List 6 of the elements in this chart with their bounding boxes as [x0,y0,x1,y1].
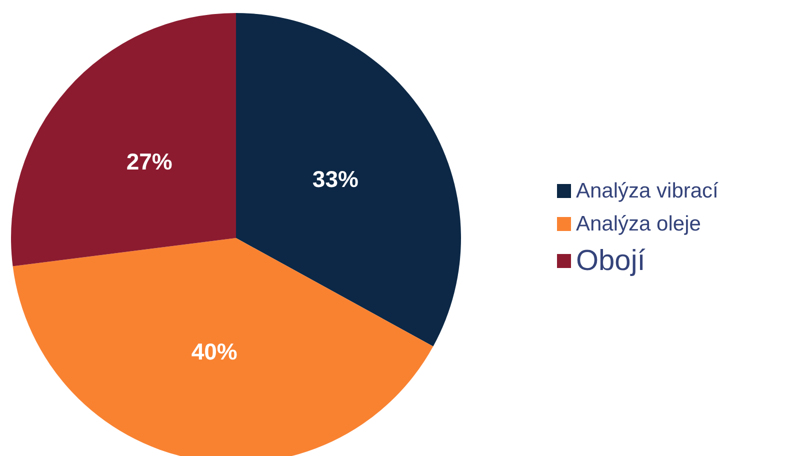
legend-label: Analýza vibrací [576,180,719,202]
data-label: 40% [191,338,238,364]
legend-label: Obojí [576,245,646,277]
data-label: 33% [312,166,358,192]
legend-label: Analýza oleje [576,212,701,236]
data-label: 27% [126,148,172,175]
